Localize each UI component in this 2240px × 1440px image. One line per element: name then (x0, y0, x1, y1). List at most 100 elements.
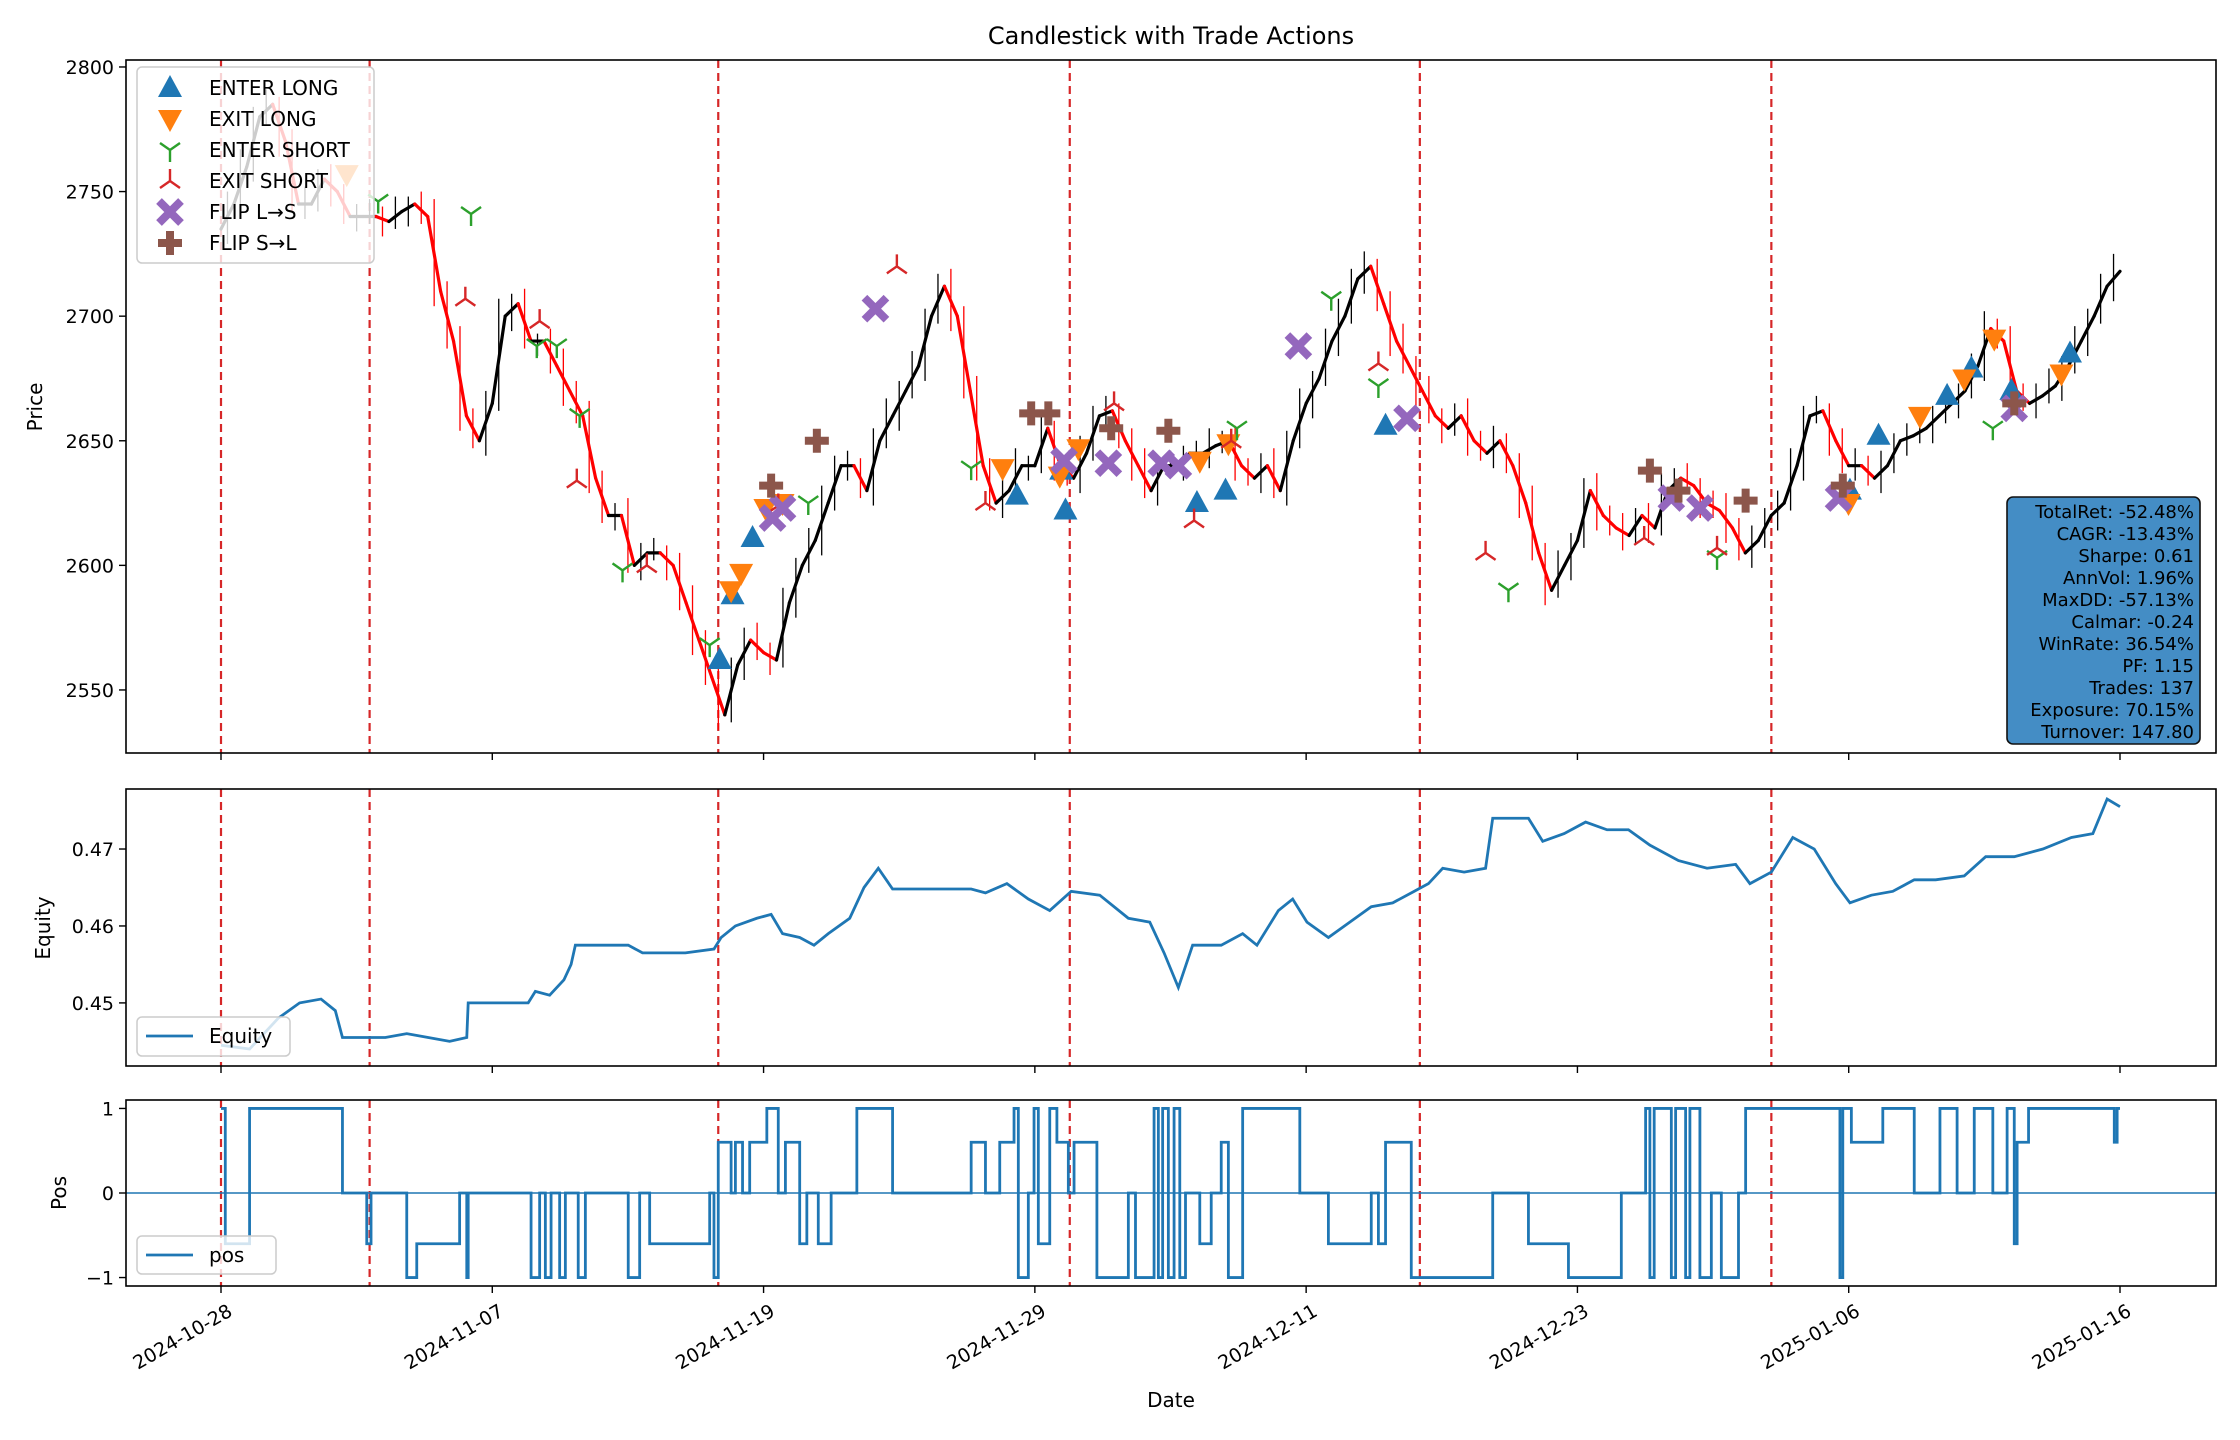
exit-short-marker (1633, 525, 1655, 546)
candle-body (942, 284, 959, 318)
flip-short-to-long-marker (1733, 488, 1758, 513)
candle-body (1407, 364, 1425, 393)
price-axes-frame (125, 59, 2217, 754)
enter-short-marker (526, 338, 548, 359)
candle-body (1627, 513, 1644, 538)
enter-long-marker (2057, 340, 2082, 363)
candle-body (929, 284, 947, 318)
exit-short-marker (454, 286, 477, 307)
candle-body (1498, 439, 1515, 468)
enter-long-marker (1935, 382, 1960, 405)
candle-body (697, 638, 714, 680)
enter-short-marker (1226, 420, 1248, 441)
y-tick-label: 0.46 (72, 916, 114, 938)
stats-box-background (2006, 496, 2201, 745)
exit-short-marker (566, 468, 588, 489)
candle-body (1123, 439, 1140, 468)
exit-short-marker (636, 553, 658, 574)
candle-body (1808, 409, 1825, 418)
candle-body (878, 414, 895, 443)
enter-short-marker (698, 637, 721, 658)
enter-short-marker (568, 407, 591, 428)
candle-body (1394, 339, 1412, 368)
candle-body (710, 675, 727, 717)
enter-short-marker (1982, 420, 2004, 441)
y-tick-label: 2750 (66, 182, 114, 204)
candle-body (503, 302, 520, 318)
stat-line: AnnVol: 1.96% (2063, 568, 2194, 589)
enter-long-marker (1866, 422, 1891, 445)
candle-body (374, 214, 391, 224)
enter-short-marker (460, 206, 482, 226)
candle-body (1756, 513, 1773, 543)
candle-body (1601, 513, 1618, 530)
flip-short-to-long-marker (759, 473, 784, 498)
legend-icons (156, 75, 184, 255)
candle-body (684, 601, 701, 642)
candle-body (761, 650, 779, 662)
stat-line: TotalRet: -52.48% (2034, 502, 2194, 523)
candle-body (774, 601, 792, 662)
candle-body (1084, 414, 1102, 455)
stats-box: TotalRet: -52.48%CAGR: -13.43%Sharpe: 0.… (2006, 496, 2201, 745)
legend-exit-long: EXIT LONG (209, 107, 316, 131)
stat-line: MaxDD: -57.13% (2042, 590, 2194, 611)
y-tick-label: 2650 (66, 431, 114, 453)
y-tick-label: 0 (102, 1183, 114, 1205)
y-tick-label: −1 (86, 1268, 114, 1290)
flip-short-to-long-marker (1637, 458, 1662, 483)
candle-body (1149, 464, 1166, 493)
candle-body (1872, 464, 1890, 480)
candle-body (1860, 464, 1877, 480)
y-tick-label: 2800 (66, 57, 114, 79)
candle-body (1730, 526, 1747, 555)
equity-line (220, 796, 2121, 1051)
candle-body (1291, 401, 1308, 443)
candle-body (916, 314, 934, 368)
x-axis-label: Date (1147, 1388, 1195, 1412)
enter-short-marker (1320, 290, 1342, 311)
enter-short-marker (1706, 549, 1728, 570)
equity-axes-frame (125, 788, 2217, 1067)
legend-flip-l-to-s: FLIP L→S (209, 200, 297, 224)
enter-long-marker (707, 647, 732, 670)
candle-body (1369, 264, 1386, 306)
candle-body (1356, 264, 1373, 281)
flip-long-to-short-marker (1050, 446, 1078, 475)
legend-equity: Equity (209, 1024, 272, 1048)
exit-short-marker (1367, 351, 1390, 372)
candle-body (413, 202, 430, 219)
candle-body (1924, 414, 1941, 430)
enter-long-marker (1004, 482, 1029, 505)
candle-body (723, 663, 740, 717)
legend-flip-s-to-l: FLIP S→L (209, 231, 297, 255)
exit-short-marker (1706, 535, 1728, 556)
candle-body (1459, 414, 1476, 443)
candle-body (749, 638, 766, 655)
candle-body (891, 389, 908, 418)
candle-body (1317, 339, 1334, 381)
price-y-ticks: 2550 2600 2650 2700 2750 2800 (66, 57, 126, 702)
flip-long-to-short-marker (1284, 332, 1313, 360)
exit-long-marker (719, 581, 744, 604)
exit-short-marker (1103, 391, 1125, 412)
candle-body (2002, 339, 2019, 393)
equity-panel: 0.45 0.46 0.47 Equity Equity (31, 788, 2217, 1067)
enter-short-marker (960, 460, 982, 481)
exit-long-marker (2049, 364, 2074, 387)
pos-legend: pos (136, 1235, 277, 1275)
enter-short-icon (159, 142, 181, 162)
y-tick-label: 2600 (66, 555, 114, 577)
candle-body (568, 389, 585, 418)
legend-enter-short: ENTER SHORT (209, 138, 351, 162)
candle-body (516, 302, 533, 343)
candle-body (426, 214, 443, 293)
exit-long-marker (1187, 451, 1212, 474)
equity-ylabel: Equity (31, 896, 55, 959)
flip-short-to-long-marker (1156, 418, 1181, 443)
candle-body (1420, 389, 1437, 418)
flip-short-to-long-marker (804, 428, 829, 453)
candle-body (813, 501, 830, 543)
candle-body (400, 202, 417, 214)
